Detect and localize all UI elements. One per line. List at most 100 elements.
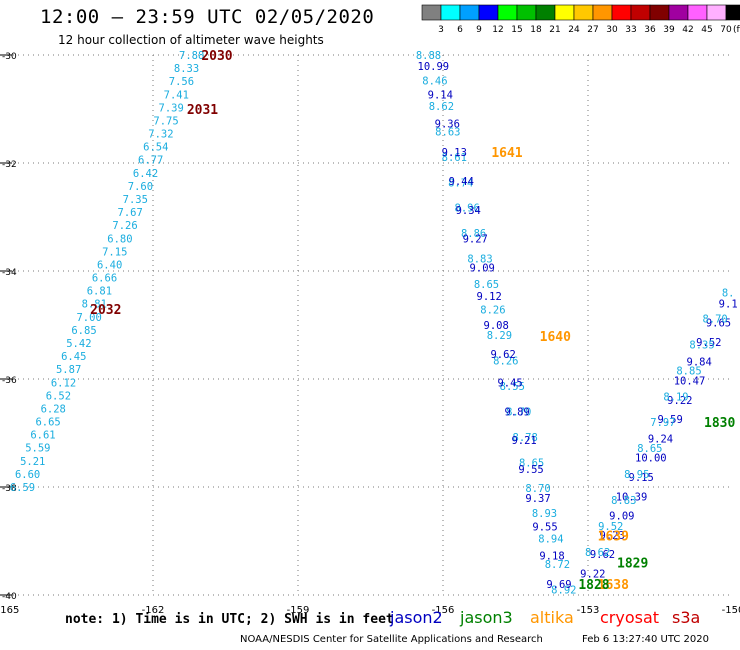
wave-height-value: 8.70 — [506, 406, 531, 418]
wave-height-value: 9.34 — [456, 205, 481, 217]
wave-height-value: 10.00 — [635, 453, 667, 465]
wave-height-value: 7.26 — [112, 220, 137, 232]
legend-altika: altika — [530, 608, 574, 627]
x-tick-label: -150 — [722, 605, 740, 616]
pass-time-label: 2032 — [90, 303, 121, 318]
wave-height-value: 8.26 — [493, 355, 518, 367]
legend-s3a: s3a — [672, 608, 701, 627]
wave-height-value: 9.18 — [539, 550, 564, 562]
wave-height-value: 7.60 — [128, 181, 153, 193]
wave-height-value: 9.55 — [532, 522, 557, 534]
pass-time-label: 2031 — [187, 103, 218, 118]
pass-time-label: 1638 — [598, 578, 629, 593]
colorbar-unit: (ft) — [733, 25, 740, 35]
y-tick-label: -32 — [2, 160, 17, 170]
colorbar-label: 9 — [476, 25, 482, 35]
colorbar-label: 70 — [720, 25, 732, 35]
wave-height-value: 9.09 — [609, 511, 634, 523]
wave-height-value: 9.22 — [667, 395, 692, 407]
wave-height-value: 6.59 — [10, 482, 35, 494]
wave-height-value: 9.65 — [706, 318, 731, 330]
colorbar-swatch — [478, 4, 499, 21]
wave-height-value: 8.63 — [435, 126, 460, 138]
colorbar-swatch — [573, 4, 594, 21]
colorbar-swatch — [687, 4, 708, 21]
wave-height-value: 9.37 — [525, 493, 550, 505]
colorbar-swatch — [459, 4, 480, 21]
colorbar-swatch — [611, 4, 632, 21]
wave-height-value: 8.83 — [611, 495, 636, 507]
pass-time-label: 1639 — [598, 530, 629, 545]
wave-height-value: 9.24 — [648, 433, 673, 445]
wave-height-value: 8.86 — [461, 228, 486, 240]
wave-height-value: 6.42 — [133, 168, 158, 180]
wave-height-value: 8.61 — [442, 152, 467, 164]
wave-height-value: 7.88 — [179, 50, 204, 62]
wave-height-value: 10.39 — [616, 491, 648, 503]
wave-height-value: 7.97 — [650, 417, 675, 429]
wave-height-value: 9.89 — [504, 406, 529, 418]
wave-height-value: 6.61 — [30, 430, 55, 442]
wave-height-value: 8.62 — [429, 101, 454, 113]
legend-note: note: 1) Time is in UTC; 2) SWH is in fe… — [65, 612, 394, 627]
footer-timestamp: Feb 6 13:27:40 UTC 2020 — [582, 634, 709, 645]
wave-height-value: 8.46 — [422, 75, 447, 87]
wave-height-value: 7.15 — [102, 246, 127, 258]
wave-height-value: 9.52 — [696, 337, 721, 349]
wave-height-value: 8.94 — [538, 534, 563, 546]
pass-time-label: 1830 — [704, 416, 735, 431]
wave-height-value: 8.70 — [525, 483, 550, 495]
colorbar-swatch — [535, 4, 556, 21]
wave-height-value: 8.78 — [513, 432, 538, 444]
wave-height-value: 7.00 — [76, 312, 101, 324]
wave-height-value: 8.29 — [487, 330, 512, 342]
wave-height-value: 9.36 — [435, 118, 460, 130]
colorbar-label: 27 — [587, 25, 598, 35]
y-tick-label: -36 — [2, 376, 17, 386]
colorbar-label: 12 — [492, 25, 503, 35]
wave-height-value: 8.70 — [702, 314, 727, 326]
legend-jason3: jason3 — [460, 608, 513, 627]
wave-height-value: 9.08 — [484, 320, 509, 332]
wave-height-value: 9.15 — [629, 472, 654, 484]
wave-height-value: 9.52 — [598, 521, 623, 533]
wave-height-value: 9.22 — [580, 568, 605, 580]
wave-height-value: 7.67 — [118, 207, 143, 219]
wave-height-value: 8. — [722, 288, 735, 300]
wave-height-value: 5.21 — [20, 456, 45, 468]
colorbar-label: 15 — [511, 25, 522, 35]
wave-height-value: 8.26 — [480, 305, 505, 317]
x-tick-label: -162 — [142, 605, 165, 616]
wave-height-value: 9.84 — [687, 356, 712, 368]
wave-height-value: 8.35 — [689, 339, 714, 351]
wave-height-value: 9.44 — [449, 176, 474, 188]
wave-height-value: 9.55 — [518, 464, 543, 476]
colorbar-label: 42 — [682, 25, 693, 35]
wave-height-value: 6.77 — [138, 155, 163, 167]
colorbar-swatch — [668, 4, 689, 21]
wave-height-value: 7.32 — [148, 129, 173, 141]
y-tick-label: -38 — [2, 484, 17, 494]
wave-height-value: 8.65 — [637, 443, 662, 455]
legend-cryosat: cryosat — [600, 608, 660, 627]
wave-height-value: 6.52 — [46, 390, 71, 402]
legend-jason2: jason2 — [390, 608, 443, 627]
colorbar-swatch — [592, 4, 613, 21]
colorbar-swatch — [516, 4, 537, 21]
wave-height-value: 9.23 — [600, 530, 625, 542]
colorbar-swatch — [630, 4, 651, 21]
y-tick-label: -40 — [2, 592, 17, 602]
colorbar-swatch — [554, 4, 575, 21]
wave-height-value: 8.62 — [585, 547, 610, 559]
wave-height-value: 8.65 — [519, 457, 544, 469]
pass-time-label: 1828 — [578, 578, 609, 593]
wave-height-value: 8.93 — [532, 508, 557, 520]
colorbar-label: 21 — [549, 25, 560, 35]
wave-height-value: 6.60 — [15, 469, 40, 481]
wave-height-value: 7.35 — [123, 194, 148, 206]
wave-height-value: 8.81 — [82, 299, 107, 311]
wave-height-value: 9.13 — [442, 147, 467, 159]
wave-height-value: 6.28 — [41, 403, 66, 415]
colorbar-label: 6 — [457, 25, 463, 35]
x-tick-label: -159 — [287, 605, 310, 616]
